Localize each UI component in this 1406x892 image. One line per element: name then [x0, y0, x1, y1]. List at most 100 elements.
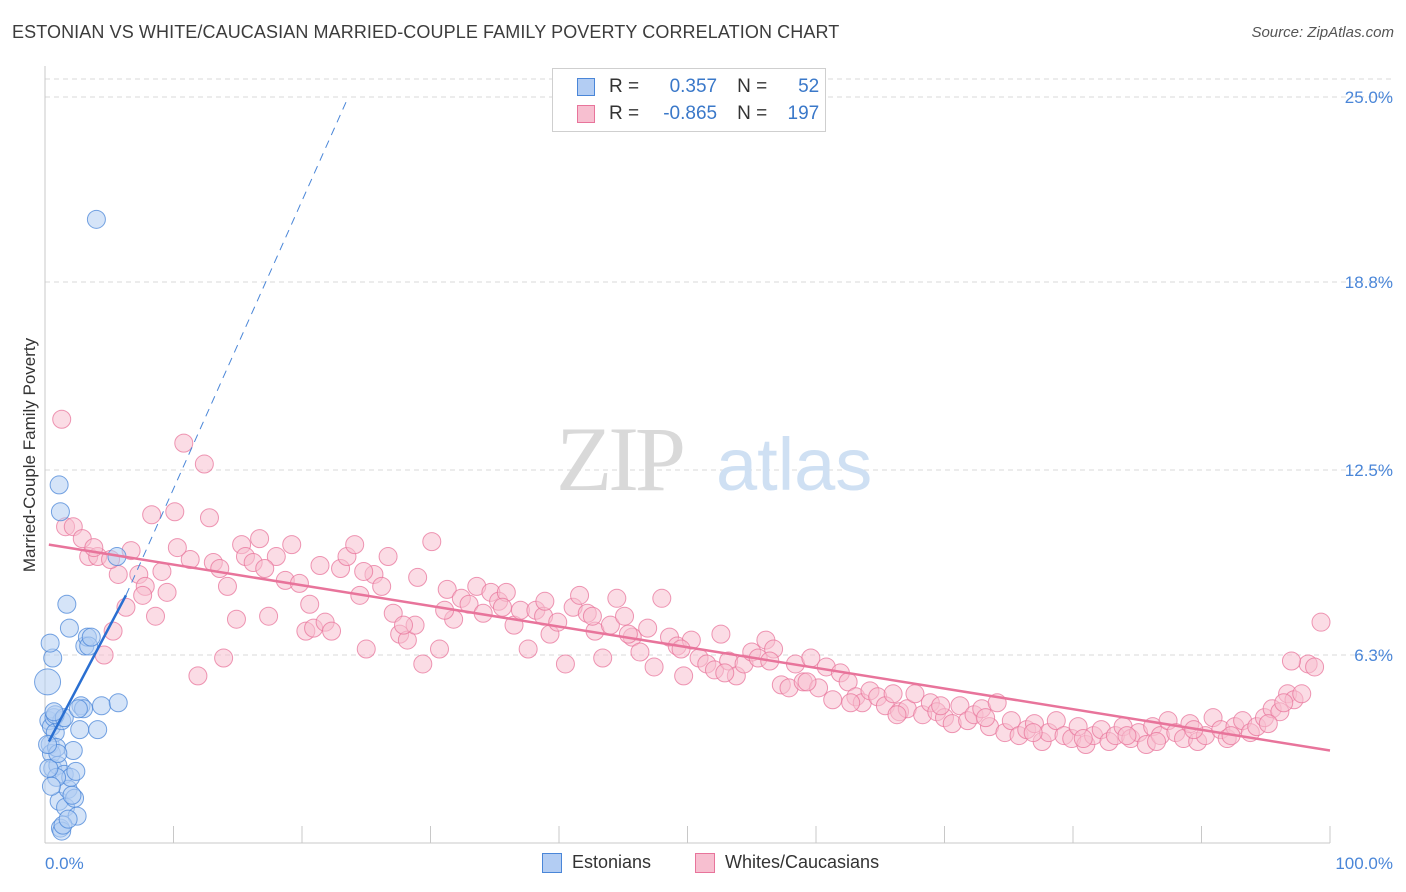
legend-r-value: -0.865 — [663, 103, 718, 124]
whites-point — [210, 558, 230, 578]
series-estonians — [34, 209, 128, 841]
legend-label-whites: Whites/Caucasians — [725, 852, 880, 872]
estonians-point — [81, 627, 101, 647]
whites-point — [1073, 729, 1093, 749]
series-whites-caucasians — [52, 409, 1331, 755]
trend-lines — [47, 99, 1331, 752]
whites-point — [976, 708, 996, 728]
legend-label-estonians: Estonians — [572, 852, 652, 872]
whites-point — [214, 648, 234, 668]
whites-point — [188, 666, 208, 686]
estonians-point — [66, 761, 86, 781]
legend-swatch-pink — [577, 105, 595, 123]
whites-point — [255, 558, 275, 578]
whites-point — [1001, 711, 1021, 731]
y-axis-label: Married-Couple Family Poverty — [20, 337, 39, 573]
whites-point — [638, 618, 658, 638]
whites-point — [883, 684, 903, 704]
estonians-point — [63, 740, 83, 760]
whites-point — [157, 582, 177, 602]
whites-point — [167, 538, 187, 558]
estonians-point — [40, 633, 60, 653]
x-tick-label-max: 100.0% — [1335, 854, 1393, 873]
series-legend: Estonians Whites/Caucasians — [0, 852, 1406, 878]
correlation-legend: R = 0.357 N = 52 R = -0.865 N = 197 — [552, 68, 826, 132]
whites-point — [165, 502, 185, 522]
estonians-point — [92, 696, 112, 716]
whites-point — [422, 532, 442, 552]
legend-swatch-blue — [577, 78, 595, 96]
y-tick-label: 18.8% — [1345, 273, 1393, 292]
legend-r-value: 0.357 — [669, 76, 718, 97]
whites-point — [555, 654, 575, 674]
whites-point — [1292, 684, 1312, 704]
whites-point — [133, 585, 153, 605]
estonians-point — [34, 668, 62, 696]
estonians-point — [70, 720, 90, 740]
estonians-point — [57, 594, 77, 614]
whites-point — [841, 693, 861, 713]
legend-item-whites[interactable]: Whites/Caucasians — [695, 852, 879, 873]
whites-point — [823, 690, 843, 710]
whites-point — [194, 454, 214, 474]
whites-point — [942, 714, 962, 734]
whites-point — [250, 529, 270, 549]
whites-point — [372, 576, 392, 596]
whites-point — [217, 576, 237, 596]
whites-point — [282, 535, 302, 555]
whites-point — [1311, 612, 1331, 632]
whites-point — [570, 585, 590, 605]
watermark: ZIP atlas — [556, 408, 872, 510]
estonians-point — [108, 693, 128, 713]
legend-r-label: R = — [609, 76, 640, 97]
whites-point — [199, 508, 219, 528]
estonians-point — [59, 618, 79, 638]
estonians-point — [68, 699, 88, 719]
whites-point — [408, 567, 428, 587]
legend-swatch-whites — [695, 852, 715, 873]
whites-point — [142, 505, 162, 525]
estonians-point — [44, 702, 64, 722]
whites-point — [394, 615, 414, 635]
estonians-point — [58, 809, 78, 829]
tick-labels: 6.3% 12.5% 18.8% 25.0% 0.0% 100.0% — [45, 88, 1393, 873]
whites-point — [52, 409, 72, 429]
whites-point — [1023, 723, 1043, 743]
whites-point — [1147, 732, 1167, 752]
whites-point — [1258, 714, 1278, 734]
whites-point — [1305, 657, 1325, 677]
source-label: Source: ZipAtlas.com — [1251, 24, 1394, 41]
estonians-point — [62, 785, 82, 805]
whites-point — [492, 597, 512, 617]
estonians-trend-extension — [125, 99, 348, 596]
whites-trend-line — [48, 543, 1331, 752]
legend-row-estonians: R = 0.357 N = 52 — [577, 75, 819, 99]
estonians-point — [38, 735, 58, 755]
estonians-point — [88, 720, 108, 740]
estonians-point — [49, 475, 69, 495]
whites-point — [437, 579, 457, 599]
legend-n-label: N = — [737, 103, 768, 124]
whites-point — [535, 591, 555, 611]
whites-point — [615, 606, 635, 626]
whites-point — [152, 561, 172, 581]
whites-point — [671, 639, 691, 659]
whites-point — [931, 696, 951, 716]
whites-point — [644, 657, 664, 677]
estonians-point — [86, 209, 106, 229]
whites-point — [354, 561, 374, 581]
whites-point — [1274, 693, 1294, 713]
whites-point — [378, 547, 398, 567]
whites-point — [715, 663, 735, 683]
chart-title: ESTONIAN VS WHITE/CAUCASIAN MARRIED-COUP… — [12, 22, 840, 42]
y-tick-label: 12.5% — [1345, 461, 1393, 480]
whites-point — [887, 705, 907, 725]
watermark-zip: ZIP — [556, 408, 683, 510]
legend-r-label: R = — [609, 103, 640, 124]
whites-point — [711, 624, 731, 644]
legend-item-estonians[interactable]: Estonians — [542, 852, 651, 873]
whites-point — [345, 535, 365, 555]
legend-swatch-estonians — [542, 852, 562, 873]
whites-point — [322, 621, 342, 641]
